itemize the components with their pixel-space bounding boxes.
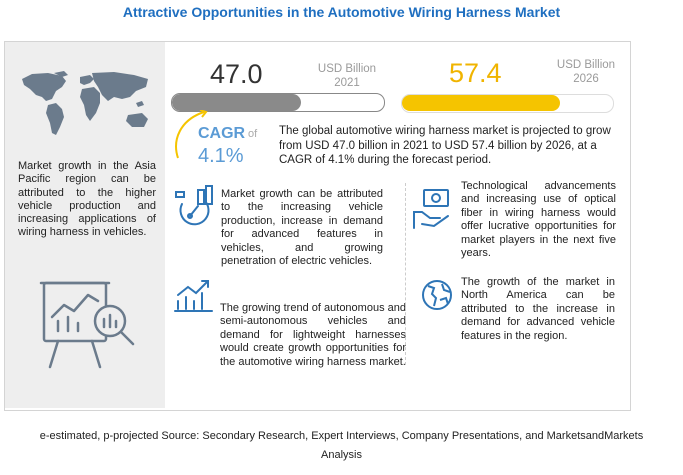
progress-bar-2026 bbox=[401, 94, 614, 113]
divider bbox=[405, 183, 406, 365]
cagr-value: 4.1% bbox=[198, 145, 244, 167]
market-value-2021: 47.0 bbox=[210, 59, 263, 89]
cagr-description: The global automotive wiring harness mar… bbox=[279, 125, 611, 166]
block-technology: Technological advancements and increasin… bbox=[461, 180, 616, 260]
analytics-board-icon bbox=[39, 281, 135, 369]
cagr-label: CAGR bbox=[198, 125, 246, 142]
market-unit-2021: USD Billion 2021 bbox=[317, 63, 377, 89]
block-market-growth: Market growth can be attributed to the i… bbox=[221, 188, 383, 268]
globe-icon bbox=[422, 280, 452, 310]
block-autonomous: The growing trend of autonomous and semi… bbox=[220, 302, 406, 368]
progress-fill-2026 bbox=[402, 95, 561, 111]
cagr-of: of bbox=[248, 128, 258, 140]
money-hand-icon bbox=[413, 189, 449, 229]
progress-fill-2021 bbox=[172, 94, 302, 111]
growth-arc-icon bbox=[175, 110, 208, 159]
market-unit-2026: USD Billion 2026 bbox=[556, 59, 616, 85]
page-title: Attractive Opportunities in the Automoti… bbox=[122, 4, 561, 20]
progress-bar-2021 bbox=[171, 93, 385, 112]
asia-pacific-text: Market growth in the Asia Pacific region… bbox=[18, 160, 156, 239]
bar-chart-growth-icon bbox=[174, 280, 213, 312]
block-north-america: The growth of the market in North Americ… bbox=[461, 276, 615, 342]
gauge-chart-icon bbox=[175, 185, 213, 226]
footer-source: e-estimated, p-projected Source: Seconda… bbox=[39, 430, 644, 461]
market-value-2026: 57.4 bbox=[449, 58, 502, 88]
world-map-icon bbox=[22, 71, 148, 135]
